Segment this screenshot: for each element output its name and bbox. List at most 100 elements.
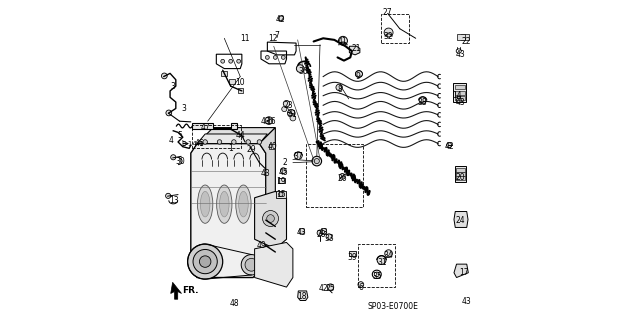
Bar: [237, 88, 243, 93]
Circle shape: [245, 258, 258, 271]
Circle shape: [294, 152, 302, 160]
Circle shape: [267, 215, 275, 222]
Text: 47: 47: [200, 123, 210, 132]
Text: 42: 42: [318, 284, 328, 293]
Bar: [358, 244, 395, 287]
Circle shape: [312, 156, 321, 166]
Bar: [381, 14, 410, 43]
Polygon shape: [191, 144, 266, 278]
Text: 43: 43: [456, 50, 465, 59]
Text: 33: 33: [324, 234, 334, 243]
Circle shape: [290, 115, 296, 121]
Bar: [306, 144, 363, 207]
Text: 35: 35: [372, 272, 382, 281]
Text: 29: 29: [246, 145, 256, 154]
Text: 3: 3: [181, 104, 186, 113]
Ellipse shape: [200, 191, 210, 217]
Text: 42: 42: [275, 15, 285, 24]
Circle shape: [299, 228, 305, 234]
Circle shape: [273, 56, 277, 59]
Circle shape: [384, 28, 393, 37]
Text: 32: 32: [383, 32, 393, 41]
Text: 22: 22: [462, 37, 472, 46]
Text: 24: 24: [456, 216, 465, 225]
Circle shape: [327, 284, 333, 290]
Circle shape: [336, 84, 342, 91]
Circle shape: [282, 56, 285, 59]
Text: FR.: FR.: [182, 286, 198, 295]
Text: 23: 23: [284, 101, 293, 110]
Circle shape: [266, 56, 269, 59]
Text: 5: 5: [178, 131, 182, 140]
Circle shape: [321, 228, 326, 234]
Text: 43: 43: [456, 98, 465, 107]
Circle shape: [355, 70, 362, 78]
Bar: [276, 191, 285, 198]
Text: 18: 18: [297, 292, 307, 301]
Circle shape: [228, 59, 232, 63]
Circle shape: [358, 282, 364, 287]
Text: 37: 37: [293, 152, 303, 161]
Bar: [454, 85, 465, 89]
Text: 27: 27: [382, 8, 392, 17]
Text: 12: 12: [268, 34, 278, 43]
Text: 38: 38: [417, 98, 427, 107]
Circle shape: [287, 109, 295, 117]
Text: 8: 8: [337, 85, 342, 94]
Ellipse shape: [198, 185, 213, 223]
Text: 41: 41: [288, 110, 298, 119]
Bar: [349, 251, 356, 256]
Circle shape: [203, 140, 207, 144]
Polygon shape: [255, 191, 287, 249]
Text: 43: 43: [261, 169, 271, 178]
Circle shape: [166, 193, 171, 198]
Circle shape: [447, 143, 452, 148]
Text: 1: 1: [228, 144, 233, 153]
Circle shape: [385, 250, 392, 257]
Circle shape: [278, 16, 284, 21]
Text: 13: 13: [169, 197, 179, 205]
Circle shape: [161, 73, 167, 79]
Circle shape: [171, 155, 176, 160]
Text: 39: 39: [347, 253, 356, 262]
Bar: [456, 34, 465, 40]
Polygon shape: [259, 128, 275, 265]
Text: 21: 21: [352, 44, 362, 53]
Circle shape: [326, 234, 332, 240]
Text: 26: 26: [337, 174, 347, 183]
Text: E-14-1: E-14-1: [182, 141, 204, 147]
Text: 9: 9: [355, 72, 360, 81]
Text: 11: 11: [240, 34, 250, 43]
Text: 34: 34: [384, 251, 394, 260]
Circle shape: [218, 140, 221, 144]
Circle shape: [296, 65, 304, 72]
Circle shape: [237, 59, 241, 63]
Circle shape: [193, 249, 218, 274]
Circle shape: [246, 140, 250, 144]
Polygon shape: [255, 242, 293, 287]
Text: 15: 15: [276, 190, 286, 199]
Text: 3: 3: [171, 82, 176, 91]
Polygon shape: [454, 264, 468, 278]
Text: 14: 14: [452, 91, 462, 100]
Ellipse shape: [239, 191, 248, 217]
Bar: [456, 176, 465, 180]
Text: 6: 6: [358, 283, 364, 292]
Polygon shape: [171, 282, 182, 299]
Circle shape: [339, 174, 345, 179]
Text: 30: 30: [176, 157, 186, 166]
Circle shape: [284, 100, 290, 107]
Bar: [454, 166, 466, 182]
Circle shape: [377, 256, 386, 264]
Text: 42: 42: [445, 142, 454, 151]
Bar: [456, 172, 465, 176]
Circle shape: [282, 107, 287, 112]
Text: 43: 43: [261, 117, 271, 126]
Ellipse shape: [236, 185, 251, 223]
Circle shape: [257, 140, 262, 144]
Bar: [192, 125, 241, 148]
Text: 43: 43: [462, 297, 472, 306]
Polygon shape: [197, 134, 268, 144]
Polygon shape: [298, 291, 308, 300]
Circle shape: [280, 168, 286, 174]
